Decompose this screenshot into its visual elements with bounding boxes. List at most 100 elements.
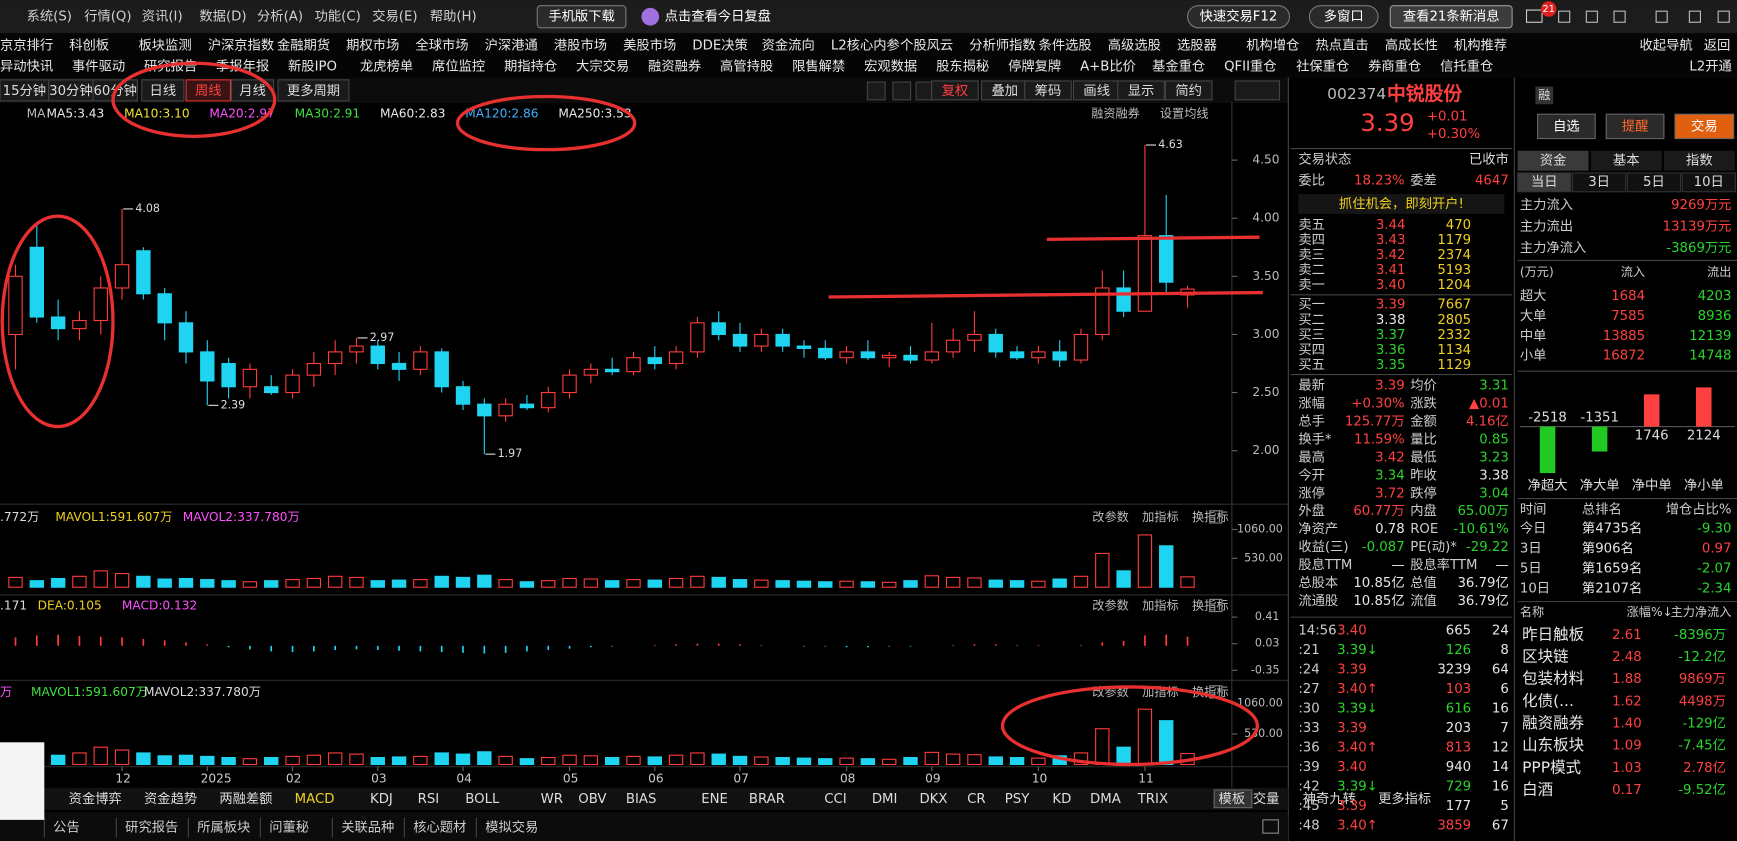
nav-item[interactable]: 限售解禁 [792,59,845,75]
button[interactable] [1186,5,1291,29]
indicator-tab[interactable]: DMA [1090,792,1121,807]
window-control[interactable] [1585,10,1598,23]
nav-item[interactable]: 高级选股 [1108,37,1161,54]
menu-item[interactable]: 系统(S) [27,9,72,25]
indicator-tab[interactable]: WR [541,792,563,807]
tool-label[interactable]: 简约 [1175,82,1202,99]
sector-name[interactable]: 融资融券 [1522,714,1585,732]
indicator-tab[interactable]: TRIX [1137,792,1168,807]
button-label[interactable]: 手机版下载 [548,9,614,25]
icon[interactable] [1262,819,1279,834]
tab[interactable] [1571,172,1627,193]
indicator-tab[interactable]: 两融差额 [219,791,272,807]
menu-item[interactable]: 交易(E) [372,8,417,25]
tool-button[interactable] [1234,80,1281,101]
bottom-tab[interactable]: 问董秘 [269,820,309,836]
menu-item[interactable]: 帮助(H) [430,9,477,25]
nav-item[interactable]: 美股市场 [623,37,676,54]
indicator-tab[interactable]: 模板 [1219,791,1246,807]
nav-item[interactable]: 条件选股 [1039,37,1092,54]
menu-item[interactable]: 资讯(I) [142,9,183,25]
tab-label[interactable]: 当日 [1531,174,1558,190]
nav-item[interactable]: 融资融券 [648,59,701,75]
nav-item[interactable]: 期权市场 [346,37,399,54]
tab-label[interactable]: 15分钟 [3,82,46,99]
window-control[interactable] [1655,10,1668,23]
sector-name[interactable]: 区块链 [1522,648,1569,666]
tool-label[interactable]: 叠加 [991,83,1018,99]
sector-name[interactable]: 包装材料 [1522,670,1584,688]
tool-label[interactable]: 显示 [1128,84,1155,99]
panel-button[interactable]: 加指标 [1142,598,1179,613]
nav-item[interactable]: 机构推荐 [1454,38,1507,54]
window-control[interactable] [1558,10,1571,23]
nav-item[interactable]: 全球市场 [415,37,468,54]
button[interactable] [1605,113,1665,140]
bottom-tab[interactable]: 核心题材 [413,820,466,836]
bottom-tab[interactable]: 模拟交易 [485,819,538,836]
indicator-tab[interactable]: KD [1052,792,1071,807]
icon[interactable] [1525,9,1543,23]
menu-item[interactable]: 分析(A) [257,9,303,25]
tab[interactable] [1663,150,1735,171]
tab-label[interactable]: 资金 [1540,153,1567,169]
indicator-tab[interactable]: KDJ [370,792,393,807]
tab-label[interactable]: 指数 [1686,153,1713,169]
sector-name[interactable]: 山东板块 [1522,736,1584,754]
tool-button[interactable] [866,81,886,101]
tab-label[interactable]: 5日 [1643,175,1665,190]
panel-button[interactable]: 改参数 [1092,509,1129,524]
tool-button[interactable] [1117,80,1165,101]
nav-item[interactable]: DDE决策 [692,37,747,54]
menu-item[interactable]: 功能(C) [315,9,361,25]
menu-item[interactable]: 数据(D) [199,9,246,25]
indicator-tab[interactable]: RSI [418,792,440,807]
indicator-tab[interactable]: ENE [701,792,728,807]
nav-item[interactable]: 科创板 [69,38,109,54]
nav-item[interactable]: 券商重仓 [1368,59,1421,75]
tab[interactable] [1517,172,1572,193]
tab[interactable] [1213,789,1253,809]
nav-item[interactable]: L2开通 [1689,59,1731,75]
link[interactable]: 设置均线 [1160,107,1209,121]
nav-item[interactable]: 收起导航 [1640,38,1693,54]
nav-item[interactable]: 席位监控 [432,59,485,75]
menu-item[interactable]: 行情(Q) [84,9,131,25]
nav-item[interactable]: 基金重仓 [1152,59,1205,75]
button-label[interactable]: 查看21条新消息 [1403,8,1500,25]
button-label[interactable]: 交易 [1691,117,1718,134]
nav-item[interactable]: 选股器 [1177,38,1217,54]
bottom-tab[interactable]: 研究报告 [125,820,178,836]
nav-item[interactable]: 金融期货 [277,37,330,54]
nav-item[interactable]: 龙虎榜单 [360,58,413,75]
nav-item[interactable]: 机构增仓 [1246,38,1299,54]
indicator-tab[interactable]: 更多指标 [1378,790,1431,807]
indicator-tab[interactable]: OBV [578,792,606,807]
sector-name[interactable]: PPP模式 [1522,758,1581,776]
indicator-tab[interactable]: DKX [919,792,947,807]
nav-item[interactable]: 返回 [1704,38,1731,54]
indicator-tab[interactable]: 资金趋势 [144,791,197,807]
close-button[interactable] [1209,510,1223,524]
button-label[interactable]: 自选 [1553,118,1580,134]
nav-item[interactable]: 港股市场 [554,37,607,54]
tab[interactable] [1517,150,1589,171]
tab-label[interactable]: 更多周期 [287,82,340,99]
tab[interactable] [185,79,231,102]
sector-name[interactable]: 昨日触板 [1522,625,1584,643]
tab[interactable] [277,79,350,102]
tab[interactable] [1590,150,1662,171]
link[interactable]: 融资融券 [1091,106,1140,121]
tab-label[interactable]: 月线 [239,83,266,99]
bottom-tab[interactable]: 所属板块 [197,820,250,836]
tool-button[interactable] [1024,80,1072,101]
nav-item[interactable]: 热点直击 [1315,38,1368,54]
sector-name[interactable]: 化债(... [1522,692,1574,710]
nav-item[interactable]: 新股IPO [288,59,337,75]
indicator-tab[interactable]: BOLL [465,792,500,807]
tab-label[interactable]: 10日 [1694,175,1724,190]
button[interactable] [1674,113,1735,140]
tab-label[interactable]: 日线 [150,83,177,99]
nav-item[interactable]: 宏观数据 [864,59,917,75]
button[interactable] [1537,113,1596,140]
